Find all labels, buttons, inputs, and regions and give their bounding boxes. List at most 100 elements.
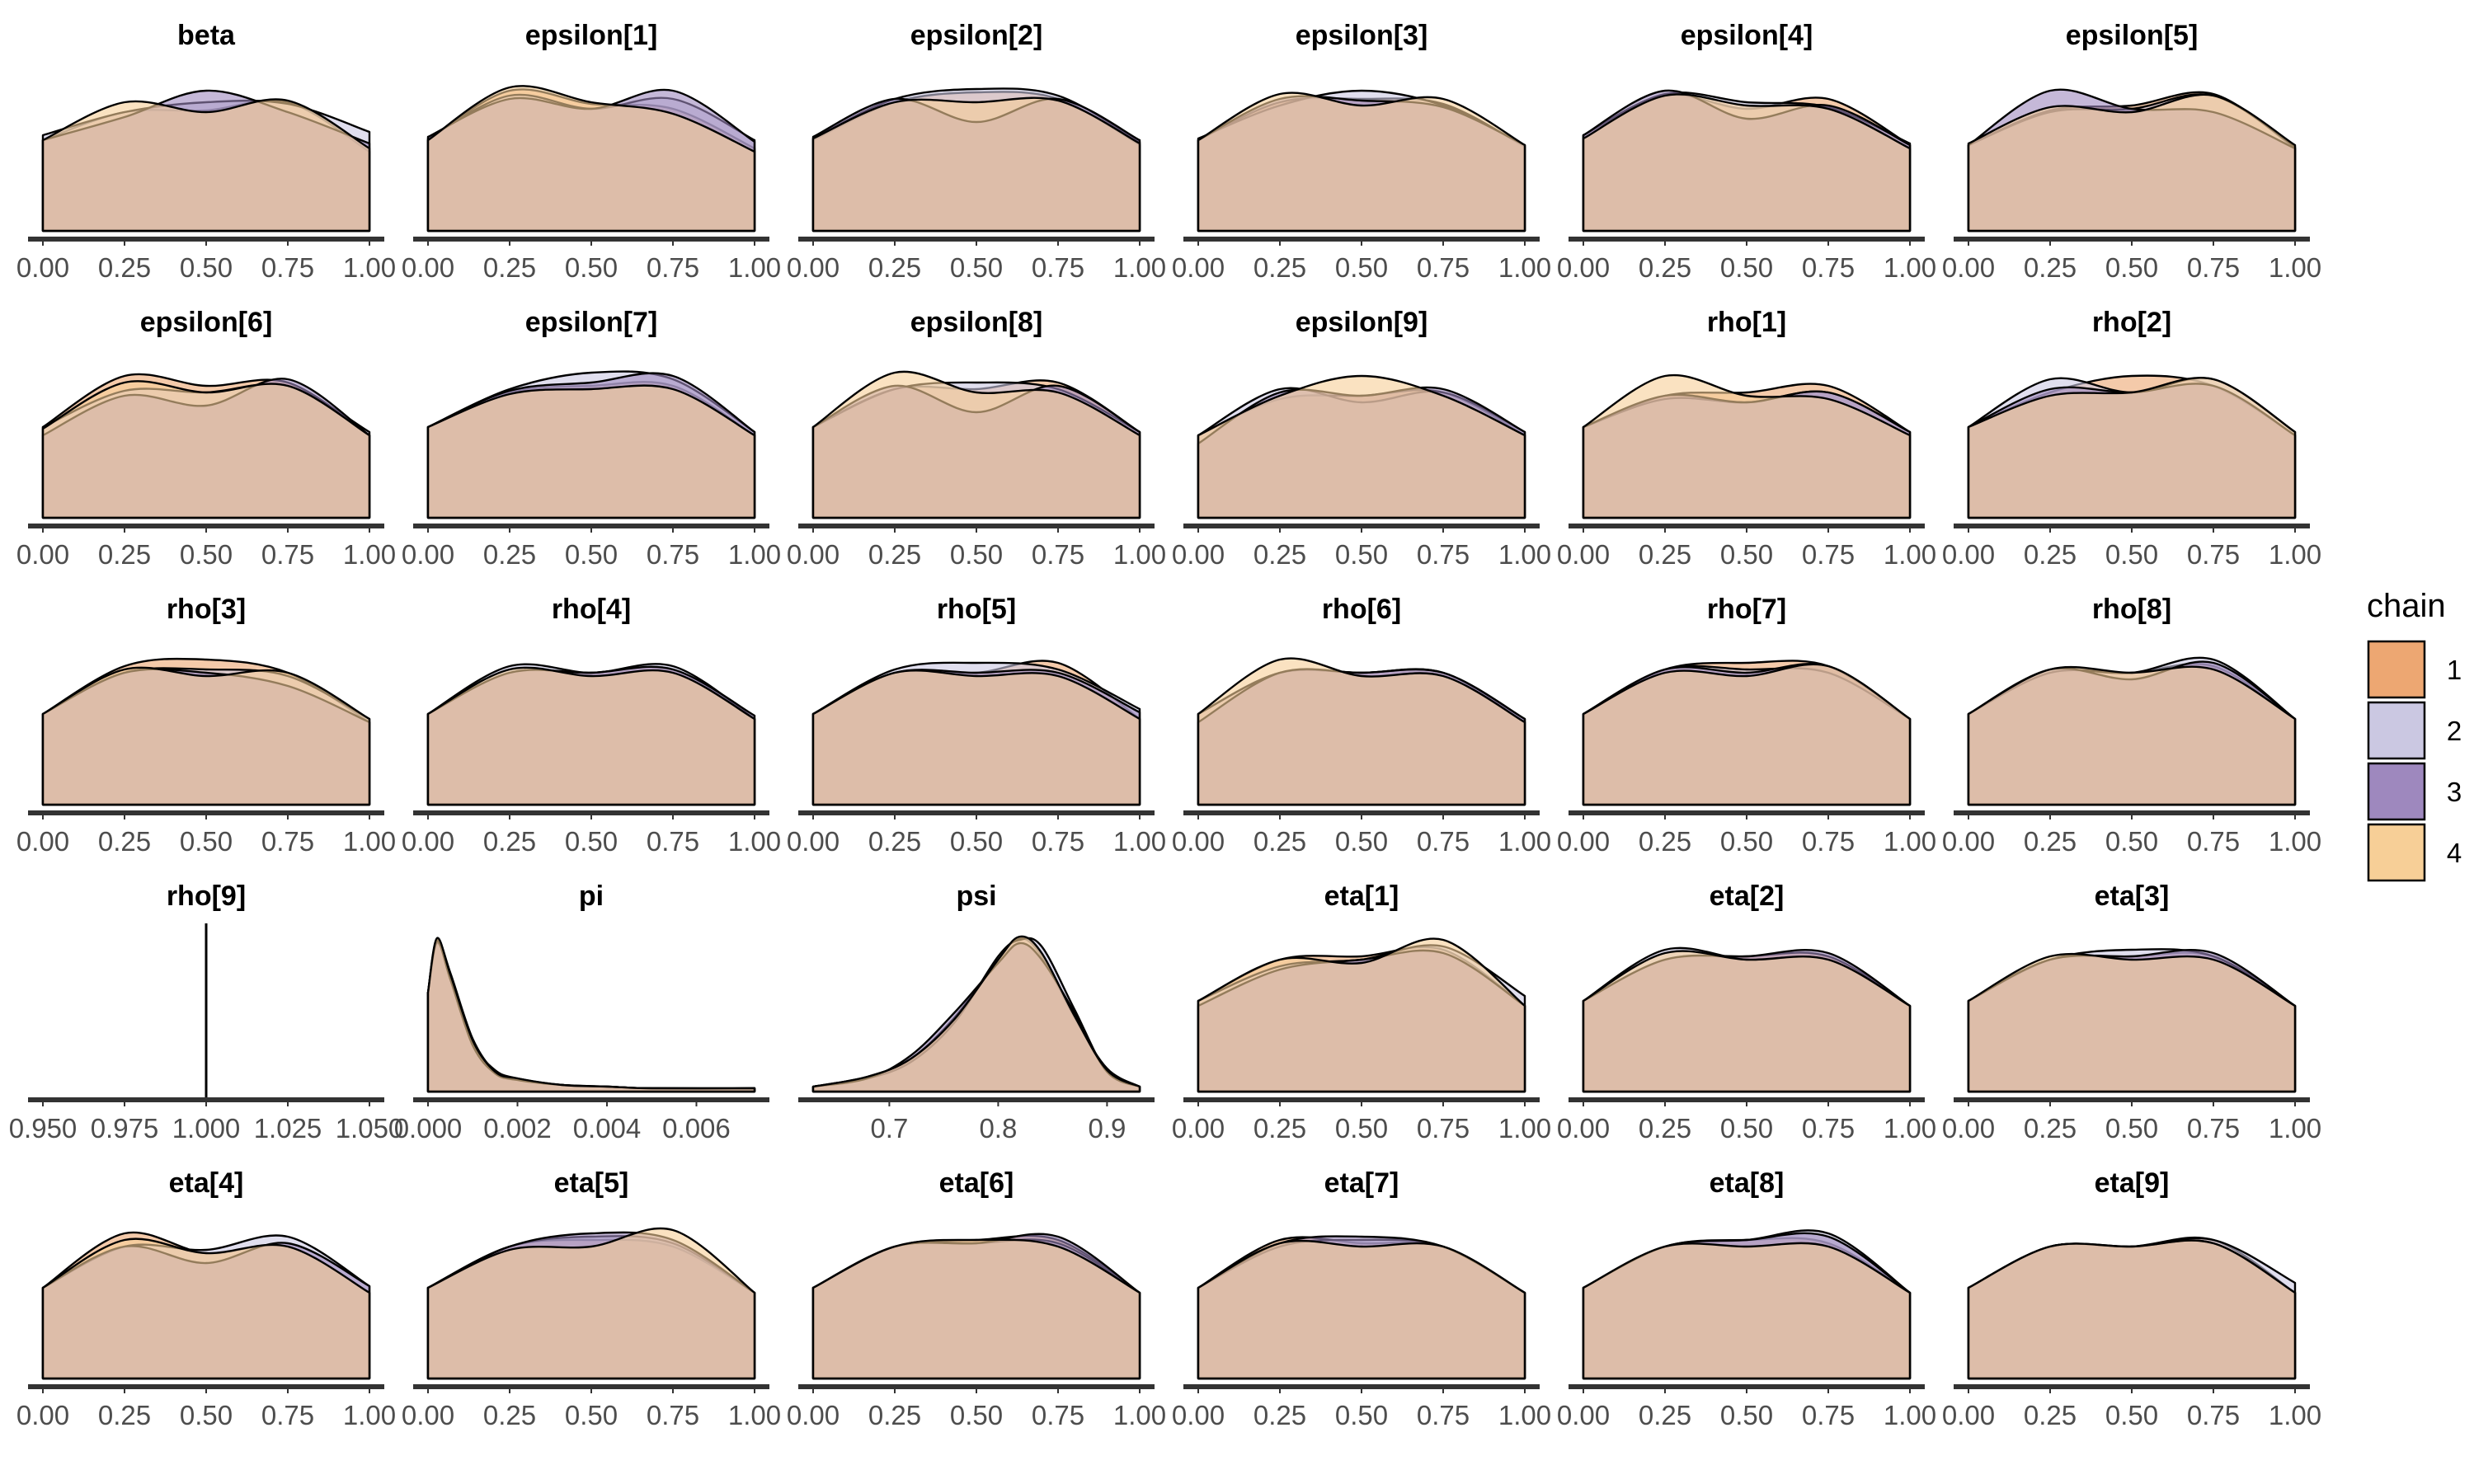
facet-panel: rho[2] 0.00 0.25 0.50 0.75 1.00 <box>1942 307 2321 570</box>
x-tick-label: 0.00 <box>1172 1400 1225 1430</box>
density-area-chain-4 <box>811 96 1141 232</box>
x-tick-label: 0.75 <box>647 539 699 570</box>
x-tick-label: 0.00 <box>787 826 840 857</box>
x-tick-label: 0.00 <box>1172 826 1225 857</box>
x-tick-label: 0.00 <box>787 1400 840 1430</box>
facet-panels: beta 0.00 0.25 0.50 0.75 1.00 epsilon[1] 0.00 0.… <box>9 20 2321 1430</box>
density-area-chain-4 <box>41 380 371 519</box>
x-tick-label: 0.00 <box>1172 539 1225 570</box>
facet-panel: rho[6] 0.00 0.25 0.50 0.75 1.00 <box>1172 594 1551 857</box>
legend-label: 1 <box>2447 655 2462 685</box>
density-area-chain-4 <box>1197 937 1526 1093</box>
x-tick-label: 0.75 <box>1032 1400 1084 1430</box>
x-tick-label: 0.00 <box>16 539 69 570</box>
facet-title: epsilon[9] <box>1296 307 1428 338</box>
x-tick-label: 0.75 <box>2187 539 2240 570</box>
density-area-chain-4 <box>1582 663 1912 806</box>
facet-title: psi <box>956 881 996 912</box>
x-tick-label: 1.00 <box>1498 826 1551 857</box>
x-tick-label: 0.50 <box>2105 826 2158 857</box>
facet-panel: epsilon[7] 0.00 0.25 0.50 0.75 1.00 <box>402 307 781 570</box>
x-tick-label: 0.75 <box>1417 539 1470 570</box>
x-tick-label: 0.25 <box>2024 826 2077 857</box>
x-tick-label: 1.00 <box>728 1400 781 1430</box>
x-tick-label: 0.50 <box>1720 1400 1773 1430</box>
x-tick-label: 0.25 <box>483 252 536 283</box>
x-tick-label: 0.50 <box>2105 252 2158 283</box>
density-area-chain-4 <box>1967 1239 2297 1380</box>
x-tick-label: 0.25 <box>2024 539 2077 570</box>
density-area-chain-4 <box>41 1237 371 1380</box>
density-area-chain-4 <box>811 370 1141 519</box>
x-tick-label: 0.25 <box>1253 1113 1306 1144</box>
facet-title: epsilon[2] <box>910 20 1043 51</box>
x-tick-label: 1.00 <box>343 252 396 283</box>
density-area-chain-4 <box>41 666 371 806</box>
x-tick-label: 0.75 <box>1417 1400 1470 1430</box>
facet-title: epsilon[4] <box>1681 20 1813 51</box>
facet-title: epsilon[5] <box>2066 20 2199 51</box>
x-tick-label: 0.50 <box>180 539 233 570</box>
density-area-chain-4 <box>811 1238 1141 1380</box>
x-tick-label: 0.50 <box>1720 252 1773 283</box>
facet-title: rho[3] <box>167 594 246 625</box>
x-tick-label: 1.00 <box>1113 252 1166 283</box>
facet-title: rho[2] <box>2092 307 2171 338</box>
x-tick-label: 0.00 <box>1942 826 1995 857</box>
facet-title: rho[9] <box>167 881 246 912</box>
x-tick-label: 0.75 <box>261 826 314 857</box>
facet-title: rho[7] <box>1707 594 1786 625</box>
x-tick-label: 0.00 <box>787 539 840 570</box>
facet-title: eta[2] <box>1710 881 1785 912</box>
x-tick-label: 0.75 <box>1802 1113 1855 1144</box>
density-area-chain-4 <box>1197 1239 1526 1380</box>
facet-title: eta[5] <box>554 1167 629 1199</box>
x-tick-label: 0.75 <box>1032 252 1084 283</box>
density-area-chain-4 <box>1582 93 1912 232</box>
facet-panel: eta[5] 0.00 0.25 0.50 0.75 1.00 <box>402 1167 781 1430</box>
x-tick-label: 1.00 <box>728 252 781 283</box>
x-tick-label: 0.25 <box>98 1400 151 1430</box>
x-tick-label: 0.25 <box>483 1400 536 1430</box>
x-tick-label: 0.75 <box>1417 252 1470 283</box>
x-tick-label: 0.00 <box>1557 252 1610 283</box>
x-tick-label: 0.75 <box>1802 252 1855 283</box>
x-tick-label: 0.975 <box>91 1113 159 1144</box>
x-tick-label: 0.25 <box>1253 826 1306 857</box>
x-tick-label: 1.00 <box>1113 1400 1166 1430</box>
x-tick-label: 0.50 <box>565 539 618 570</box>
x-tick-label: 0.25 <box>98 826 151 857</box>
facet-title: eta[4] <box>169 1167 244 1199</box>
legend-label: 2 <box>2447 716 2462 746</box>
density-area-chain-4 <box>1582 950 1912 1093</box>
legend-swatch-chain-2 <box>2367 701 2426 760</box>
facet-panel: epsilon[4] 0.00 0.25 0.50 0.75 1.00 <box>1557 20 1936 283</box>
x-tick-label: 1.00 <box>1498 1113 1551 1144</box>
facet-panel: epsilon[6] 0.00 0.25 0.50 0.75 1.00 <box>16 307 396 570</box>
x-tick-label: 0.75 <box>1032 826 1084 857</box>
density-area-chain-4 <box>426 384 756 519</box>
x-tick-label: 0.50 <box>1720 1113 1773 1144</box>
x-tick-label: 0.00 <box>1942 1113 1995 1144</box>
x-tick-label: 0.00 <box>402 826 454 857</box>
x-tick-label: 0.50 <box>1335 1113 1388 1144</box>
x-tick-label: 1.00 <box>343 539 396 570</box>
x-tick-label: 0.50 <box>1720 826 1773 857</box>
legend-title: chain <box>2367 588 2446 624</box>
x-tick-label: 0.25 <box>1253 252 1306 283</box>
facet-panel: pi 0.000 0.002 0.004 0.006 <box>394 881 769 1144</box>
x-tick-label: 0.00 <box>16 1400 69 1430</box>
x-tick-label: 0.25 <box>2024 1400 2077 1430</box>
x-tick-label: 0.00 <box>787 252 840 283</box>
density-area-chain-4 <box>811 669 1141 806</box>
facet-title: eta[6] <box>939 1167 1014 1199</box>
legend-swatch-chain-1 <box>2367 640 2426 699</box>
x-tick-label: 1.00 <box>1113 826 1166 857</box>
x-tick-label: 1.00 <box>2269 1400 2321 1430</box>
facet-title: rho[5] <box>937 594 1016 625</box>
facet-title: eta[9] <box>2095 1167 2170 1199</box>
x-tick-label: 0.75 <box>2187 826 2240 857</box>
facet-title: epsilon[3] <box>1296 20 1428 51</box>
x-tick-label: 1.050 <box>336 1113 404 1144</box>
x-tick-label: 0.25 <box>868 826 921 857</box>
